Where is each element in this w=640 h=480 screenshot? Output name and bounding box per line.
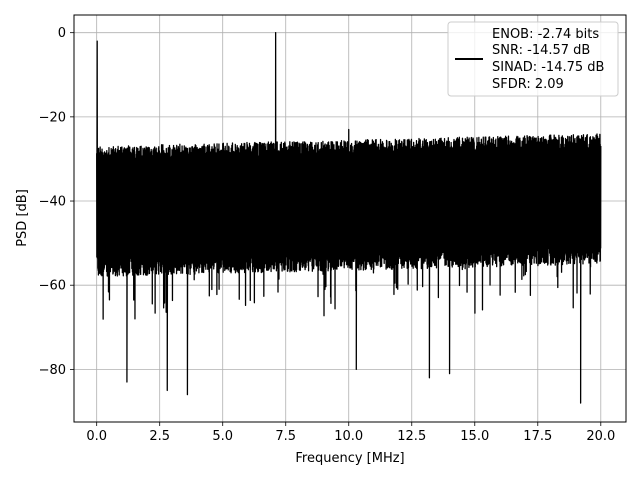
legend-line-sfdr: SFDR: 2.09: [492, 77, 564, 92]
x-axis-ticks: 0.0 2.5 5.0 7.5 10.0 12.5 15.0 17.5 20.0: [86, 422, 615, 444]
x-tick-label: 5.0: [212, 429, 233, 444]
y-tick-label: −20: [39, 110, 66, 125]
x-tick-label: 12.5: [397, 429, 426, 444]
x-tick-label: 10.0: [334, 429, 363, 444]
x-tick-label: 20.0: [586, 429, 615, 444]
x-tick-label: 17.5: [523, 429, 552, 444]
psd-series-line: [96, 32, 602, 404]
y-tick-label: −40: [39, 195, 66, 210]
legend-line-sinad: SINAD: -14.75 dB: [492, 60, 604, 75]
legend-line-snr: SNR: -14.57 dB: [492, 43, 590, 58]
x-axis-label: Frequency [MHz]: [295, 451, 404, 466]
y-tick-label: 0: [58, 26, 66, 41]
psd-trace: [96, 32, 602, 404]
legend-box: [447, 21, 619, 97]
y-axis-label: PSD [dB]: [15, 189, 30, 247]
x-tick-label: 2.5: [149, 429, 170, 444]
y-axis-ticks: 0 −20 −40 −60 −80: [39, 26, 74, 378]
x-tick-label: 7.5: [275, 429, 296, 444]
y-tick-label: −60: [39, 279, 66, 294]
y-tick-label: −80: [39, 363, 66, 378]
legend: ENOB: -2.74 bits SNR: -14.57 dB SINAD: -…: [447, 21, 619, 97]
legend-line-enob: ENOB: -2.74 bits: [492, 27, 599, 42]
x-tick-label: 15.0: [460, 429, 489, 444]
plot-frame: [73, 14, 627, 423]
x-tick-label: 0.0: [86, 429, 107, 444]
